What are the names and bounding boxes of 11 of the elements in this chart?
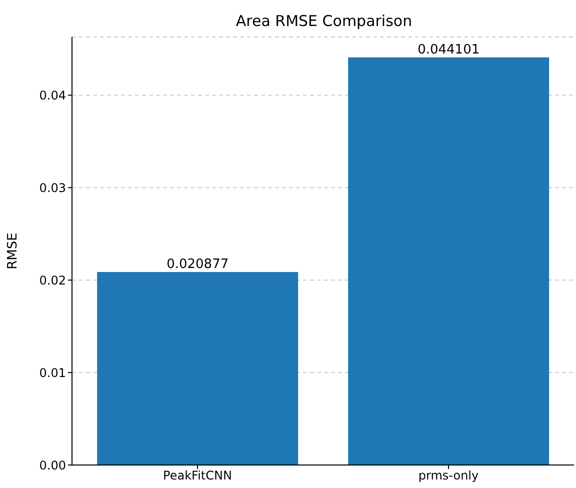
y-tick-label: 0.02 bbox=[39, 273, 66, 288]
y-tick-label: 0.04 bbox=[39, 88, 66, 102]
x-tick-label: prms-only bbox=[418, 468, 479, 483]
data-label: 0.044101 bbox=[418, 42, 480, 58]
y-axis-title: RMSE bbox=[6, 232, 21, 270]
chart-title: Area RMSE Comparison bbox=[234, 12, 414, 30]
y-tick-label: 0.00 bbox=[39, 458, 66, 472]
x-tick-label: PeakFitCNN bbox=[163, 468, 232, 483]
data-label: 0.020877 bbox=[166, 257, 229, 272]
y-tick-label: 0.01 bbox=[39, 366, 66, 380]
y-tick-label: 0.03 bbox=[39, 180, 66, 195]
